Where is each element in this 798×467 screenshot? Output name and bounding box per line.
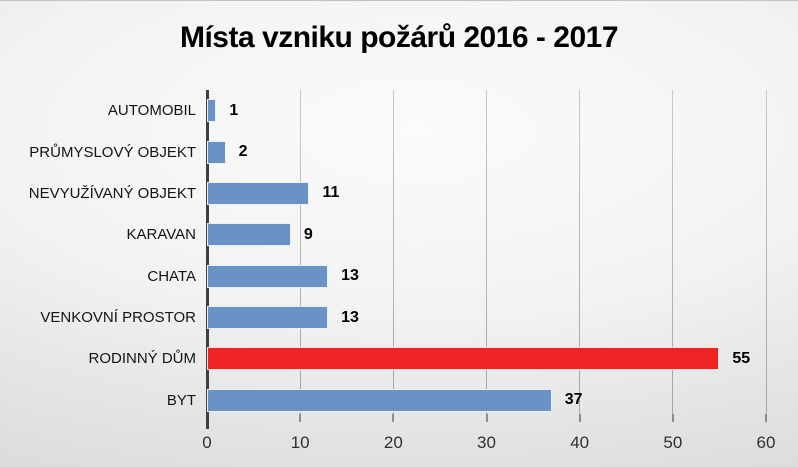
gridline <box>672 90 674 421</box>
axis-tick <box>578 414 581 422</box>
bar-byt <box>207 388 552 412</box>
x-tick-label: 20 <box>383 433 403 452</box>
chart-title: Místa vzniku požárů 2016 - 2017 <box>179 21 619 54</box>
value-label: 37 <box>564 391 583 409</box>
gridline <box>392 90 394 421</box>
gridline <box>486 90 487 421</box>
category-label: RODINNÝ DŮM <box>88 350 197 368</box>
category-label: BYT <box>166 391 196 409</box>
value-label: 2 <box>238 143 248 161</box>
x-tick-label: 60 <box>756 433 776 452</box>
category-axis-line <box>206 90 209 429</box>
x-tick-label: 40 <box>570 433 590 452</box>
bar-rodinn-d-m <box>207 347 720 371</box>
axis-tick <box>765 414 767 422</box>
category-label: VENKOVNÍ PROSTOR <box>40 309 196 327</box>
category-label: PRŮMYSLOVÝ OBJEKT <box>29 143 196 161</box>
bar-automobil <box>207 99 217 123</box>
value-label: 11 <box>322 184 340 202</box>
axis-tick <box>299 414 302 422</box>
bar-pr-myslov-objekt <box>207 140 226 164</box>
category-label: AUTOMOBIL <box>107 102 196 120</box>
axis-tick <box>671 414 674 422</box>
category-label: NEVYUŽÍVANÝ OBJEKT <box>28 184 196 202</box>
bar-venkovn-prostor <box>207 306 329 330</box>
category-label: KARAVAN <box>126 226 196 244</box>
category-axis: AUTOMOBIL PRŮMYSLOVÝ OBJEKT NEVYUŽÍVANÝ OB… <box>0 90 196 421</box>
value-label: 55 <box>732 349 751 367</box>
value-label: 9 <box>303 225 313 243</box>
gridline <box>299 90 301 421</box>
x-tick-label: 0 <box>202 433 212 452</box>
x-tick-label: 50 <box>663 433 683 452</box>
bar-nevyu-van-objekt <box>207 181 310 205</box>
value-label: 1 <box>229 101 239 119</box>
x-tick-label: 30 <box>477 433 496 452</box>
value-label: 13 <box>341 308 359 326</box>
bar-chata <box>207 264 329 288</box>
axis-tick <box>392 414 395 422</box>
gridline <box>765 90 767 421</box>
x-tick-label: 10 <box>290 433 310 452</box>
axis-tick <box>485 414 488 422</box>
category-label: CHATA <box>147 267 196 285</box>
plot-area: 0 10 20 30 40 50 60 1 2 11 9 13 13 55 37 <box>202 90 775 452</box>
gridline <box>579 90 581 421</box>
value-label: 13 <box>341 267 359 285</box>
bar-karavan <box>207 223 291 247</box>
